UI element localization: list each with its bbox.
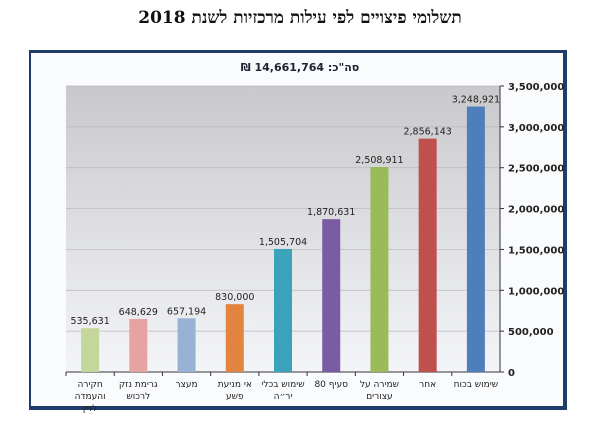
bar bbox=[466, 106, 485, 373]
bar bbox=[129, 318, 148, 372]
data-label: 3,248,921 bbox=[452, 95, 500, 106]
data-label: 1,870,631 bbox=[307, 207, 355, 218]
data-label: 1,505,704 bbox=[259, 237, 307, 248]
x-tick-label: יר״ה bbox=[274, 392, 293, 402]
bar bbox=[177, 318, 196, 372]
x-tick-label: שימוש בכוח bbox=[454, 380, 499, 390]
x-tick-label: חקירה bbox=[77, 380, 102, 390]
x-tick-label: גרימת נזק bbox=[119, 380, 158, 390]
y-tick-label: 2,000,000 bbox=[508, 205, 564, 216]
bar bbox=[225, 304, 244, 372]
x-tick-label: לרכוש bbox=[126, 392, 150, 402]
chart-title: תשלומי פיצויים לפי עילות מרכזיות לשנת 20… bbox=[138, 8, 462, 28]
bar bbox=[370, 166, 389, 372]
y-tick-label: 3,000,000 bbox=[508, 123, 564, 134]
x-tick-label: שמירה על bbox=[360, 380, 399, 390]
y-tick-label: 500,000 bbox=[508, 327, 554, 338]
data-label: 2,508,911 bbox=[355, 155, 403, 166]
y-tick-label: 2,500,000 bbox=[508, 164, 564, 175]
bar bbox=[322, 219, 341, 372]
x-tick-label: שימוש בכלי bbox=[261, 380, 304, 390]
x-tick-label: אי מניעת bbox=[218, 380, 252, 390]
data-label: 2,856,143 bbox=[403, 127, 451, 138]
x-tick-label: פשע bbox=[226, 392, 244, 402]
data-label: 657,194 bbox=[167, 306, 206, 317]
chart-total: סה"כ: 14,661,764 ₪ bbox=[240, 61, 360, 74]
x-tick-label: מעצר bbox=[175, 380, 197, 390]
y-tick-label: 0 bbox=[508, 368, 515, 379]
data-label: 535,631 bbox=[70, 316, 109, 327]
y-tick-label: 1,500,000 bbox=[508, 245, 564, 256]
x-tick-label: אחר bbox=[419, 380, 436, 390]
bar bbox=[81, 328, 100, 372]
y-tick-label: 1,000,000 bbox=[508, 286, 564, 297]
y-tick-label: 3,500,000 bbox=[508, 82, 564, 93]
x-tick-label: סעיף 80 bbox=[314, 380, 348, 390]
data-label: 648,629 bbox=[119, 307, 158, 318]
bar bbox=[418, 138, 437, 372]
x-tick-label: עצורים bbox=[366, 392, 393, 402]
data-label: 830,000 bbox=[215, 292, 254, 303]
x-tick-label: לדין bbox=[83, 404, 98, 414]
x-tick-label: והעמדה bbox=[75, 392, 106, 402]
bar bbox=[274, 248, 292, 372]
